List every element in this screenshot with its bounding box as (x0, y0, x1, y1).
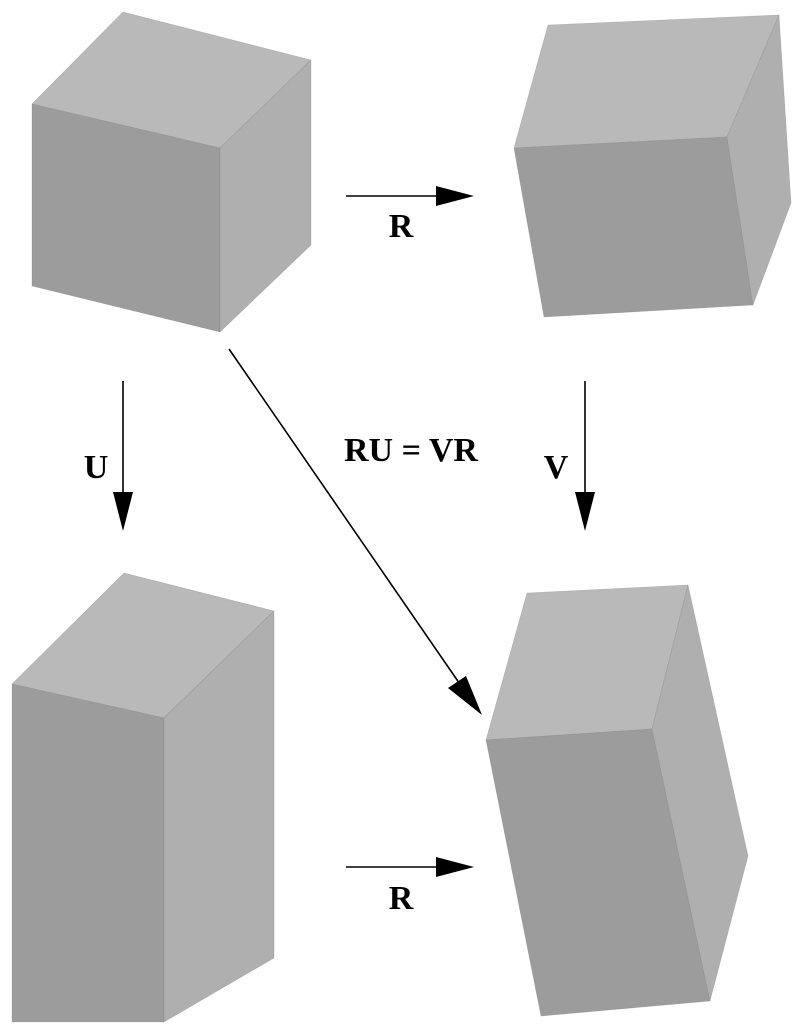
right-arrow-label: V (544, 449, 569, 486)
rotated-cube (513, 14, 792, 318)
left-arrow: U (84, 381, 133, 531)
top-arrow: R (346, 186, 474, 245)
diagonal-arrow-shaft (228, 348, 465, 691)
rotated-stretched-box (485, 584, 749, 1017)
top-arrow-head (436, 186, 474, 206)
stretched-box-side-face (163, 610, 275, 1023)
left-arrow-label: U (84, 449, 109, 486)
rotated-stretched-box-side-face (651, 584, 749, 1002)
rotated-cube-side-face (726, 14, 792, 307)
stretched-box (11, 572, 275, 1023)
bottom-arrow-head (436, 857, 474, 877)
rotated-cube-front-face (513, 136, 754, 318)
right-arrow-head (575, 492, 595, 531)
stretched-box-front-face (11, 683, 165, 1023)
original-cube (31, 11, 312, 333)
original-cube-side-face (219, 59, 312, 333)
diagonal-arrow-head (448, 676, 482, 715)
diagonal-equation-label: RU = VR (344, 432, 478, 469)
right-arrow: V (544, 381, 595, 531)
left-arrow-head (113, 492, 133, 531)
top-arrow-label: R (389, 208, 414, 245)
bottom-arrow-label: R (389, 880, 414, 917)
diagonal-arrow: RU = VR (228, 348, 482, 715)
bottom-arrow: R (346, 857, 474, 917)
